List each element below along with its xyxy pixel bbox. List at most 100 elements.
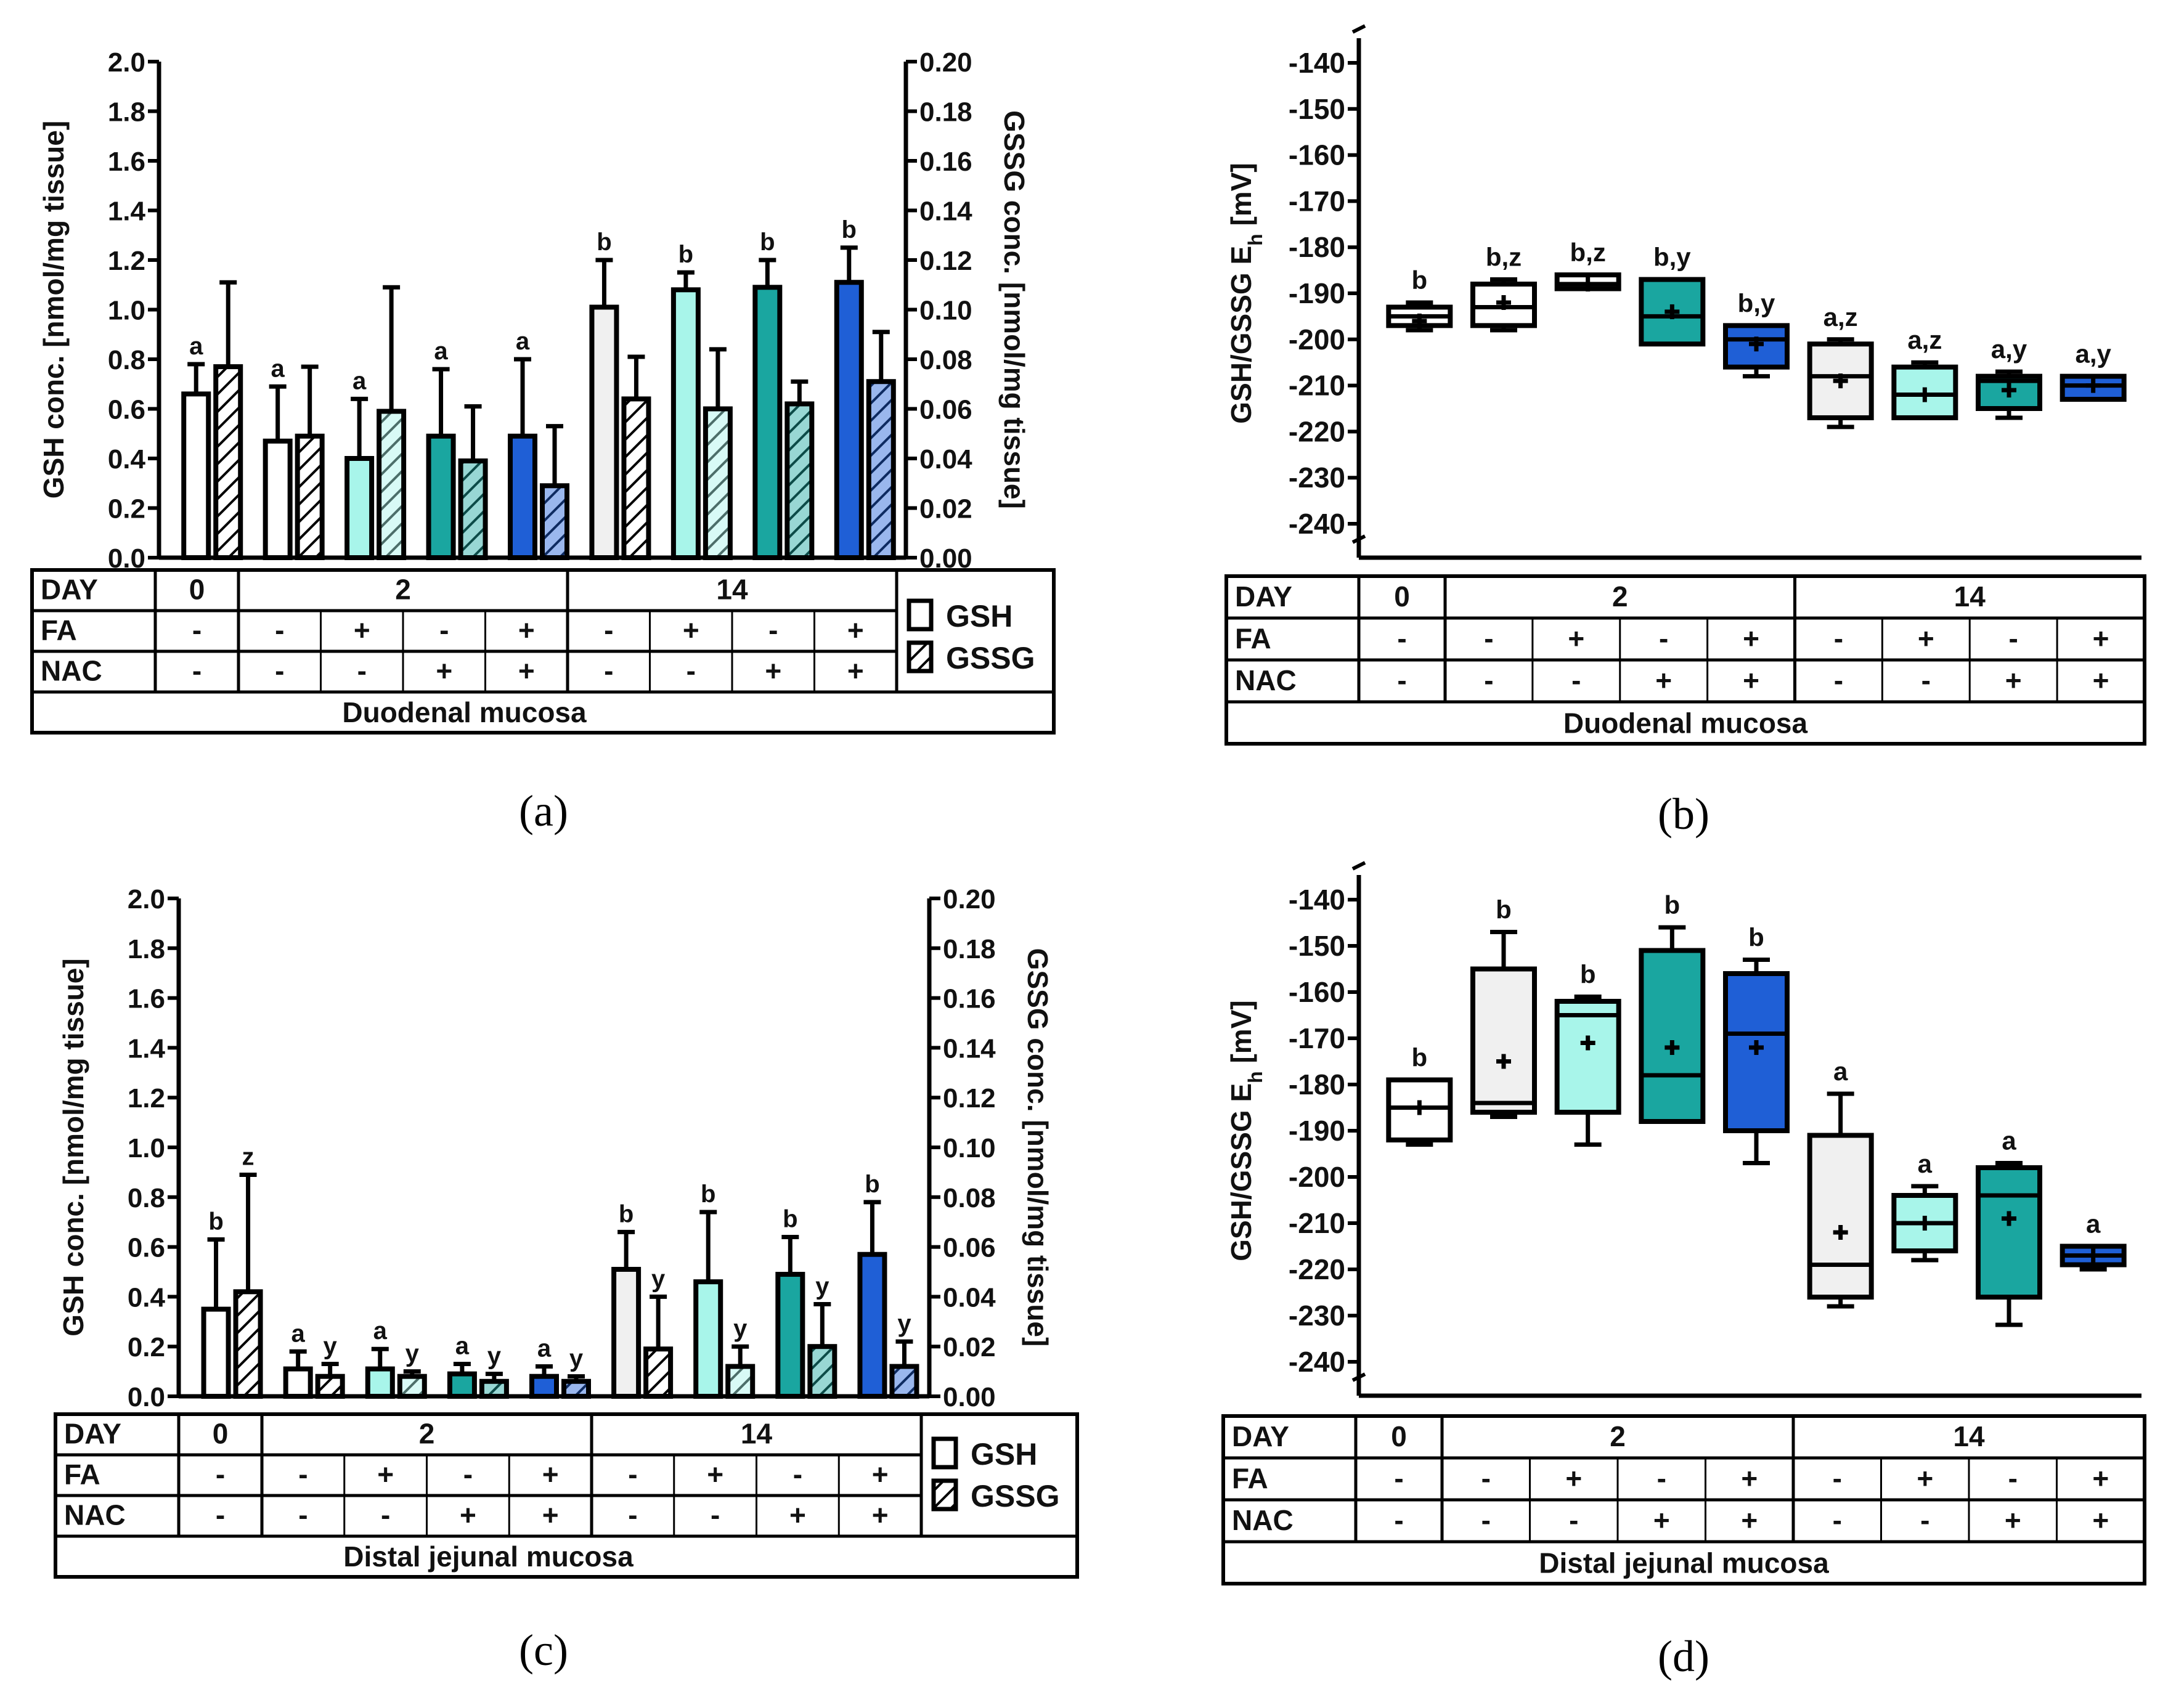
row-label-day: DAY: [1235, 580, 1292, 613]
panel-c: 0.0 0.2 0.4 0.6 0.8 1.0 1.2 1.4 1.6 1.8 2.0 0.00 0.0…: [54, 884, 1079, 1579]
nac-cell: -: [1484, 664, 1493, 696]
y-tick-label: -170: [1289, 1022, 1345, 1054]
caption-c: (c): [519, 1626, 568, 1675]
y-tick-label: -220: [1289, 1253, 1345, 1285]
row-label-day: DAY: [64, 1418, 121, 1450]
bar-gssg: [807, 1344, 837, 1399]
tissue-label: Distal jejunal mucosa: [1539, 1547, 1829, 1579]
bar-gsh: [201, 1306, 231, 1399]
sig-letter-gsh: a: [373, 1317, 388, 1345]
box: [1470, 966, 1537, 1115]
sig-letter-gsh: b: [597, 229, 611, 256]
sig-letter: a: [2002, 1126, 2016, 1155]
nac-cell: -: [1834, 664, 1843, 696]
nac-cell: -: [1394, 1504, 1403, 1536]
y2-tick-label: 0.02: [943, 1332, 996, 1362]
nac-cell: -: [192, 655, 202, 687]
fa-cell: +: [354, 614, 370, 646]
y-tick-label: -190: [1289, 277, 1345, 309]
legend-swatch-gssg: [931, 1478, 958, 1512]
legend-swatch-gsh: [907, 598, 934, 632]
sig-letter-gssg: y: [569, 1345, 584, 1372]
panel-b: -140-150-160-170-180-190-200-210-220-230…: [1224, 24, 2146, 746]
nac-cell: -: [1571, 664, 1581, 696]
sig-letter-gsh: a: [291, 1320, 306, 1347]
bar-gssg: [643, 1346, 674, 1399]
bar-gssg: [397, 1374, 427, 1399]
legend-swatch-gsh: [931, 1436, 958, 1470]
sig-letter-gsh: b: [783, 1205, 797, 1232]
y2-tick-label: 0.10: [943, 1133, 996, 1163]
sig-letter-gsh: b: [865, 1171, 879, 1198]
fa-cell: -: [2008, 1462, 2018, 1494]
row-label-nac: NAC: [1232, 1504, 1294, 1536]
y-axis-label: GSH conc. [nmol/mg tissue]: [57, 958, 89, 1336]
y2-tick-label: 0.20: [943, 884, 996, 914]
bar-gssg: [561, 1378, 591, 1399]
fa-cell: +: [1741, 1462, 1758, 1494]
row-label-day: DAY: [1232, 1420, 1289, 1452]
nac-cell: +: [1653, 1504, 1670, 1536]
fa-cell: -: [275, 614, 284, 646]
day-2: 2: [395, 574, 411, 606]
sig-letter-gsh: a: [434, 338, 448, 365]
fa-cell: -: [628, 1459, 637, 1491]
caption-d: (d): [1658, 1632, 1709, 1681]
row-label-fa: FA: [1232, 1462, 1268, 1494]
y-axis-label: GSH/GSSG Eh [mV]: [1225, 1000, 1266, 1261]
y-axis-label: GSH/GSSG Eh [mV]: [1225, 163, 1266, 423]
y-axis-label-main: GSH/GSSG E: [1225, 1083, 1257, 1261]
sig-letter-gssg: z: [242, 1143, 255, 1170]
axis-break-bottom: [1351, 1372, 1366, 1382]
fa-cell: +: [2093, 622, 2109, 654]
fa-cell: +: [683, 614, 699, 646]
sig-letter-gssg: y: [487, 1343, 502, 1370]
bar-gsh: [283, 1366, 313, 1399]
sig-letter: b,z: [1486, 243, 1522, 272]
day-14: 14: [716, 574, 748, 606]
y2-tick-label: 0.00: [943, 1382, 996, 1412]
fa-cell: -: [604, 614, 613, 646]
nac-cell: +: [847, 655, 864, 687]
y2-axis-label: GSSG conc. [nmol/mg tissue]: [998, 110, 1030, 509]
bar-gssg: [479, 1378, 509, 1399]
y2-tick-label: 0.04: [943, 1282, 996, 1313]
bar-gssg: [377, 409, 407, 561]
y2-tick-label: 0.02: [919, 494, 972, 524]
y-tick-label: -230: [1289, 1300, 1345, 1332]
sig-letter: b,y: [1738, 288, 1775, 317]
y-tick-label: 0.2: [128, 1332, 165, 1362]
day-0: 0: [1394, 580, 1410, 613]
y2-tick-label: 0.06: [943, 1233, 996, 1263]
y-tick-label: 2.0: [108, 47, 145, 78]
fa-cell: -: [216, 1459, 225, 1491]
nac-cell: +: [2005, 664, 2022, 696]
y-tick-label: 0.6: [108, 395, 145, 425]
bar-gsh: [529, 1374, 559, 1399]
bar-gsh: [775, 1272, 805, 1399]
bar-gssg: [621, 396, 651, 561]
y-tick-label: -200: [1289, 1161, 1345, 1193]
y-tick-label: 2.0: [128, 884, 165, 914]
sig-letter-gssg: y: [815, 1273, 829, 1300]
y-axis-label-unit: [mV]: [1225, 1000, 1257, 1071]
nac-cell: +: [765, 655, 781, 687]
fa-cell: -: [793, 1459, 802, 1491]
row-label-day: DAY: [41, 574, 98, 606]
day-2: 2: [419, 1418, 435, 1450]
bar-gsh: [857, 1251, 887, 1399]
bar-gssg: [866, 379, 896, 560]
y2-tick-label: 0.12: [919, 246, 972, 276]
sig-letter-gsh: b: [760, 229, 775, 256]
sig-letter: a: [1918, 1149, 1933, 1178]
nac-cell: +: [542, 1499, 559, 1531]
y2-tick-label: 0.16: [943, 984, 996, 1014]
bar-gssg: [540, 483, 569, 561]
sig-letter-gsh: a: [189, 333, 203, 360]
sig-letter-gssg: y: [897, 1310, 911, 1337]
day-14: 14: [1954, 580, 1986, 613]
bar-gsh: [693, 1279, 723, 1399]
sig-letter: b,z: [1570, 238, 1606, 267]
